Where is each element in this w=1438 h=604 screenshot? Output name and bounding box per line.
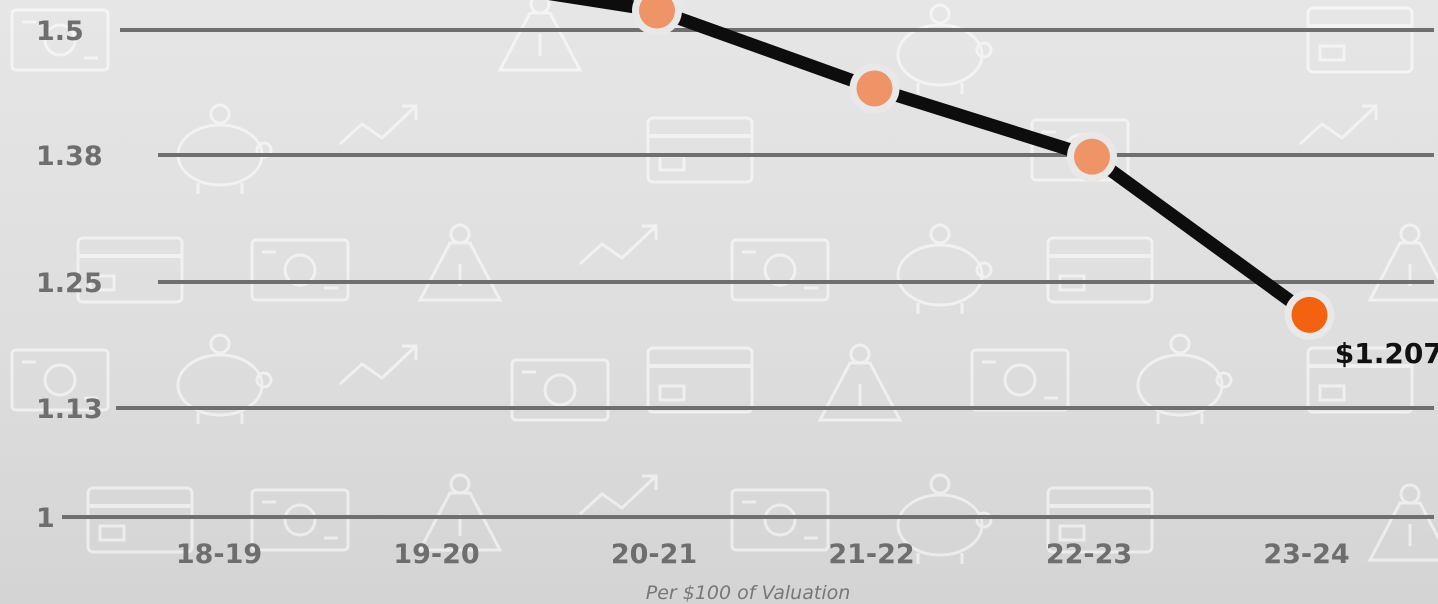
- series-line-segment: [872, 82, 1094, 163]
- data-point: [1074, 138, 1110, 175]
- y-axis-ticks: 1 1.13 1.25 1.38 1.5: [36, 16, 103, 534]
- y-tick-label: 1.13: [36, 394, 103, 425]
- series-lines: [547, 0, 1314, 321]
- series-line-segment: [547, 0, 659, 17]
- x-tick-label: 23-24: [1263, 539, 1349, 570]
- y-tick-label: 1.5: [36, 16, 84, 47]
- series-line-segment: [654, 4, 877, 95]
- y-tick-label: 1.38: [36, 141, 103, 172]
- gridlines: [62, 28, 1434, 519]
- series-points: [431, 0, 1335, 340]
- x-tick-label: 19-20: [393, 539, 479, 570]
- y-tick-label: 1.25: [36, 268, 103, 299]
- data-point: [856, 70, 893, 107]
- x-tick-label: 22-23: [1046, 539, 1132, 570]
- data-point-gap: [431, 0, 448, 2]
- x-axis-label: Per $100 of Valuation: [646, 582, 851, 604]
- series-line-segment: [1088, 151, 1314, 321]
- x-axis-ticks: 18-19 19-20 20-21 21-22 22-23 23-24: [176, 539, 1350, 570]
- y-tick-label: 1: [36, 503, 55, 534]
- data-labels: $1.595$1.2075: [1335, 337, 1438, 370]
- data-point: [639, 0, 675, 29]
- x-tick-label: 18-19: [176, 539, 262, 570]
- data-label: $1.2075: [1335, 337, 1438, 370]
- data-point-highlight: [1291, 296, 1328, 333]
- x-tick-label: 20-21: [611, 539, 697, 570]
- x-tick-label: 21-22: [828, 539, 914, 570]
